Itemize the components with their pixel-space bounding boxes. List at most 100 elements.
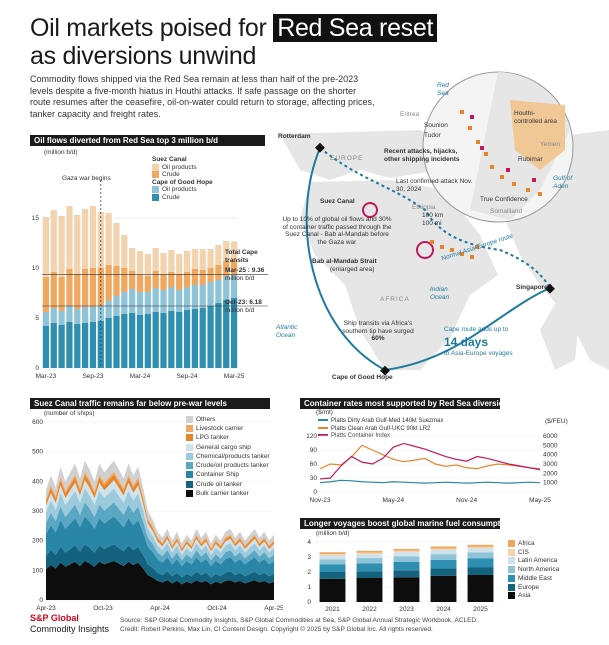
y-tick-label: 600 (32, 419, 43, 426)
container-panel-title: Container rates most supported by Red Se… (300, 398, 513, 409)
cape-adds: Cape route adds up to (444, 326, 509, 333)
bar-segment (176, 274, 183, 290)
bar-segment (215, 280, 222, 303)
bar-segment (319, 552, 346, 554)
bar-segment (121, 314, 128, 368)
inset-eritrea: Eritrea (400, 111, 420, 118)
bar-segment (230, 241, 238, 261)
x-tick-label: 2022 (362, 606, 377, 613)
y-tick-label: 500 (32, 449, 43, 456)
y-tick-label-right: 3000 (543, 461, 558, 468)
inset-yemen: Yemen (540, 141, 560, 148)
bar-segment (191, 285, 198, 309)
bar-segment (215, 265, 222, 280)
africa-label: AFRICA (380, 296, 410, 303)
bar-segment (168, 311, 175, 368)
bar-segment (319, 572, 346, 579)
logo-sp-global: S&P Global (30, 613, 79, 623)
bar-segment (230, 274, 238, 298)
bar-segment (199, 270, 206, 285)
legend-label: Middle East (518, 575, 552, 583)
bar-segment (136, 315, 144, 368)
legend-label: LPG tanker (196, 434, 229, 442)
bar-segment (467, 544, 494, 547)
bar-segment (223, 261, 230, 276)
legend-item: Crude oil tanker (186, 480, 276, 489)
bar-segment (136, 251, 144, 275)
bar-segment (82, 307, 89, 323)
bar-segment (356, 578, 383, 602)
bar-segment (393, 556, 420, 562)
legend-item: Asia (508, 592, 588, 600)
bar-segment (467, 546, 494, 549)
legend-label: Latin America (518, 557, 558, 565)
bar-segment (66, 269, 73, 306)
bar-segment (430, 548, 457, 550)
legend-label: Crude oil tanker (196, 480, 242, 488)
legend-label: Africa (518, 540, 535, 548)
bar-segment (89, 307, 97, 322)
series-line (319, 442, 541, 480)
bab-sub: (enlarged area) (330, 266, 375, 273)
title-part2: as diversions unwind (30, 42, 257, 70)
suez-note: Up to 10% of global oil flows and 30% of… (282, 216, 392, 246)
legend-item: Africa (508, 540, 588, 548)
y-tick-label-left: 30 (310, 475, 318, 482)
area-bulk-carrier-tanker (46, 560, 274, 600)
legend-label: Europe (518, 583, 539, 591)
bar-segment (467, 552, 494, 559)
legend-swatch (186, 425, 193, 433)
bar-segment (129, 313, 136, 368)
bar-segment (152, 271, 159, 288)
title-part1: Oil markets poised for (30, 14, 267, 42)
inset-gulf-aden: Gulf of Aden (553, 175, 573, 190)
oil-legend: Suez Canal Oil products Crude Cape of Go… (152, 156, 232, 202)
bar-segment (105, 213, 112, 265)
y-tick-label-right: 1000 (543, 480, 558, 487)
legend-cape-title: Cape of Good Hope (152, 178, 213, 186)
bar-segment (207, 306, 214, 368)
bar-segment (319, 564, 346, 572)
inset-scale: 100 km 100 mi (422, 212, 444, 227)
bar-segment (160, 253, 167, 274)
atlantic-label: Atlantic Ocean (276, 324, 298, 339)
bar-segment (319, 559, 346, 565)
bar-segment (50, 210, 57, 272)
suez-canal-label: Suez Canal (320, 198, 355, 205)
legend-item: Latin America (508, 557, 588, 565)
inset-attacks: Recent attacks, hijacks, other shipping … (384, 148, 460, 163)
legend-item: Middle East (508, 574, 588, 583)
bar-segment (74, 274, 81, 309)
bar-segment (319, 578, 346, 602)
bar-segment (152, 248, 159, 271)
legend-suez-crude: Crude (162, 171, 180, 179)
x-tick-label: Apr-24 (150, 605, 170, 612)
bar-segment (207, 249, 214, 268)
bar-segment (144, 314, 151, 368)
inset-tudor: Tudor (424, 132, 441, 139)
bar-segment (430, 575, 457, 602)
bar-segment (129, 289, 136, 313)
legend-label: Platts Clean Arab Gulf-UKC 90kt LR2 (331, 425, 431, 432)
legend-swatch (508, 592, 515, 600)
bar-segment (430, 546, 457, 549)
legend-label: Platts Dirty Arab Gulf-Med 140kt Suezmax (331, 418, 444, 424)
indian-label: Indian Ocean (430, 286, 450, 301)
legend-swatch (318, 434, 328, 437)
legend-item: Livestock carrier (186, 425, 276, 433)
suez-unit: (number of ships) (44, 410, 95, 417)
bar-segment (121, 292, 128, 314)
bar-segment (121, 268, 128, 292)
bab-label: Bab al-Mandab Strait (312, 258, 377, 265)
bar-segment (393, 570, 420, 578)
area-chemical-products-tanker (46, 488, 274, 561)
cape-label: Cape of Good Hope (332, 374, 393, 381)
bar-segment (89, 322, 97, 368)
bar-segment (58, 216, 65, 277)
bar-segment (58, 277, 65, 311)
y-tick-label: 200 (32, 538, 43, 545)
legend-label: Asia (518, 592, 531, 600)
legend-label: General cargo ship (196, 443, 251, 451)
inset-true-conf: True Confidence (480, 196, 528, 203)
y-tick-label: 5 (35, 315, 39, 322)
